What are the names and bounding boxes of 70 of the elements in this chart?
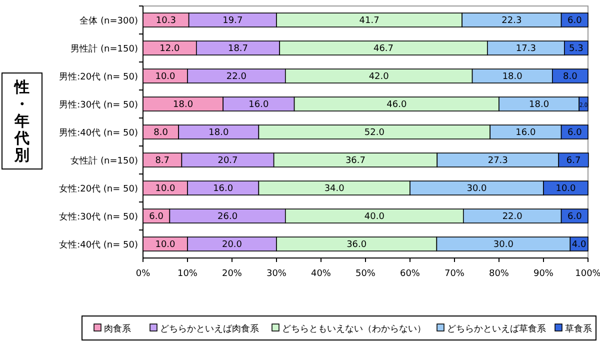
x-tick-label: 40% xyxy=(310,269,332,279)
y-tick-label: 女性:40代 (n= 50) xyxy=(59,240,138,250)
y-tick-label: 男性計 (n=150) xyxy=(70,44,138,54)
data-label: 26.0 xyxy=(218,212,238,222)
data-label: 40.0 xyxy=(364,212,385,222)
x-tick-label: 30% xyxy=(266,269,287,279)
y-tick-label: 男性:20代 (n= 50) xyxy=(59,72,138,82)
data-label: 6.0 xyxy=(567,212,582,222)
data-label: 10.0 xyxy=(556,184,576,194)
legend-label: どちらかといえば草食系 xyxy=(447,324,546,334)
data-label: 46.7 xyxy=(374,44,394,54)
data-label: 17.3 xyxy=(516,44,536,54)
y-tick-label: 女性計 (n=150) xyxy=(70,156,138,166)
legend-label: 肉食系 xyxy=(104,324,131,334)
data-label: 30.0 xyxy=(493,240,514,250)
data-label: 6.0 xyxy=(149,212,164,222)
data-label: 10.0 xyxy=(155,240,176,250)
y-tick-label: 女性:30代 (n= 50) xyxy=(59,212,138,222)
data-label: 20.0 xyxy=(222,240,242,250)
data-label: 30.0 xyxy=(466,184,488,194)
y-tick-label: 男性:30代 (n= 50) xyxy=(59,100,138,110)
data-label: 8.0 xyxy=(563,72,578,82)
data-label: 22.0 xyxy=(502,212,523,222)
x-tick-label: 90% xyxy=(533,269,554,279)
data-label: 18.0 xyxy=(173,100,194,110)
data-label: 5.3 xyxy=(569,44,584,54)
data-label: 18.0 xyxy=(529,100,550,110)
x-tick-label: 80% xyxy=(488,269,510,279)
x-tick-label: 10% xyxy=(177,269,198,279)
data-label: 52.0 xyxy=(364,128,385,138)
x-tick-label: 50% xyxy=(355,269,376,279)
x-tick-label: 0% xyxy=(136,269,151,279)
data-label: 36.0 xyxy=(346,240,367,250)
data-label: 19.7 xyxy=(222,16,243,26)
y-axis-title: 性・年代別 xyxy=(14,78,30,164)
data-label: 42.0 xyxy=(368,72,390,82)
x-tick-label: 70% xyxy=(444,269,465,279)
data-label: 41.7 xyxy=(359,16,380,26)
y-tick-label: 女性:20代 (n= 50) xyxy=(59,184,138,194)
data-label: 18.0 xyxy=(502,72,523,82)
data-label: 10.3 xyxy=(156,16,176,26)
legend-label: どちらともいえない（わからない） xyxy=(282,324,426,334)
data-label: 34.0 xyxy=(324,184,345,194)
data-label: 16.0 xyxy=(248,100,269,110)
data-label: 6.7 xyxy=(566,156,581,166)
data-label: 8.7 xyxy=(155,156,170,166)
data-label: 8.0 xyxy=(154,128,168,138)
data-label: 18.7 xyxy=(228,44,248,54)
data-label: 36.7 xyxy=(345,156,366,166)
y-tick-label: 全体 (n=300) xyxy=(80,16,138,26)
legend-label: どちらかといえば肉食系 xyxy=(160,324,259,334)
data-label: 22.3 xyxy=(502,16,522,26)
y-tick-label: 男性:40代 (n= 50) xyxy=(59,128,138,138)
data-label: 22.0 xyxy=(226,72,247,82)
data-label: 6.0 xyxy=(567,16,582,26)
data-label: 4.0 xyxy=(572,240,587,250)
data-label: 12.0 xyxy=(160,44,180,54)
x-tick-label: 100% xyxy=(575,269,600,279)
x-tick-label: 60% xyxy=(400,269,420,279)
legend-label: 草食系 xyxy=(565,324,592,334)
data-label: 27.3 xyxy=(488,156,508,166)
x-tick-label: 20% xyxy=(222,269,242,279)
data-label: 10.0 xyxy=(155,72,176,82)
data-label: 16.0 xyxy=(213,184,234,194)
data-label: 18.0 xyxy=(208,128,229,138)
data-label: 20.7 xyxy=(218,156,238,166)
data-label: 16.0 xyxy=(516,128,536,138)
data-label: 6.0 xyxy=(567,128,582,138)
data-label: 46.0 xyxy=(386,100,407,110)
data-label: 10.0 xyxy=(155,184,176,194)
